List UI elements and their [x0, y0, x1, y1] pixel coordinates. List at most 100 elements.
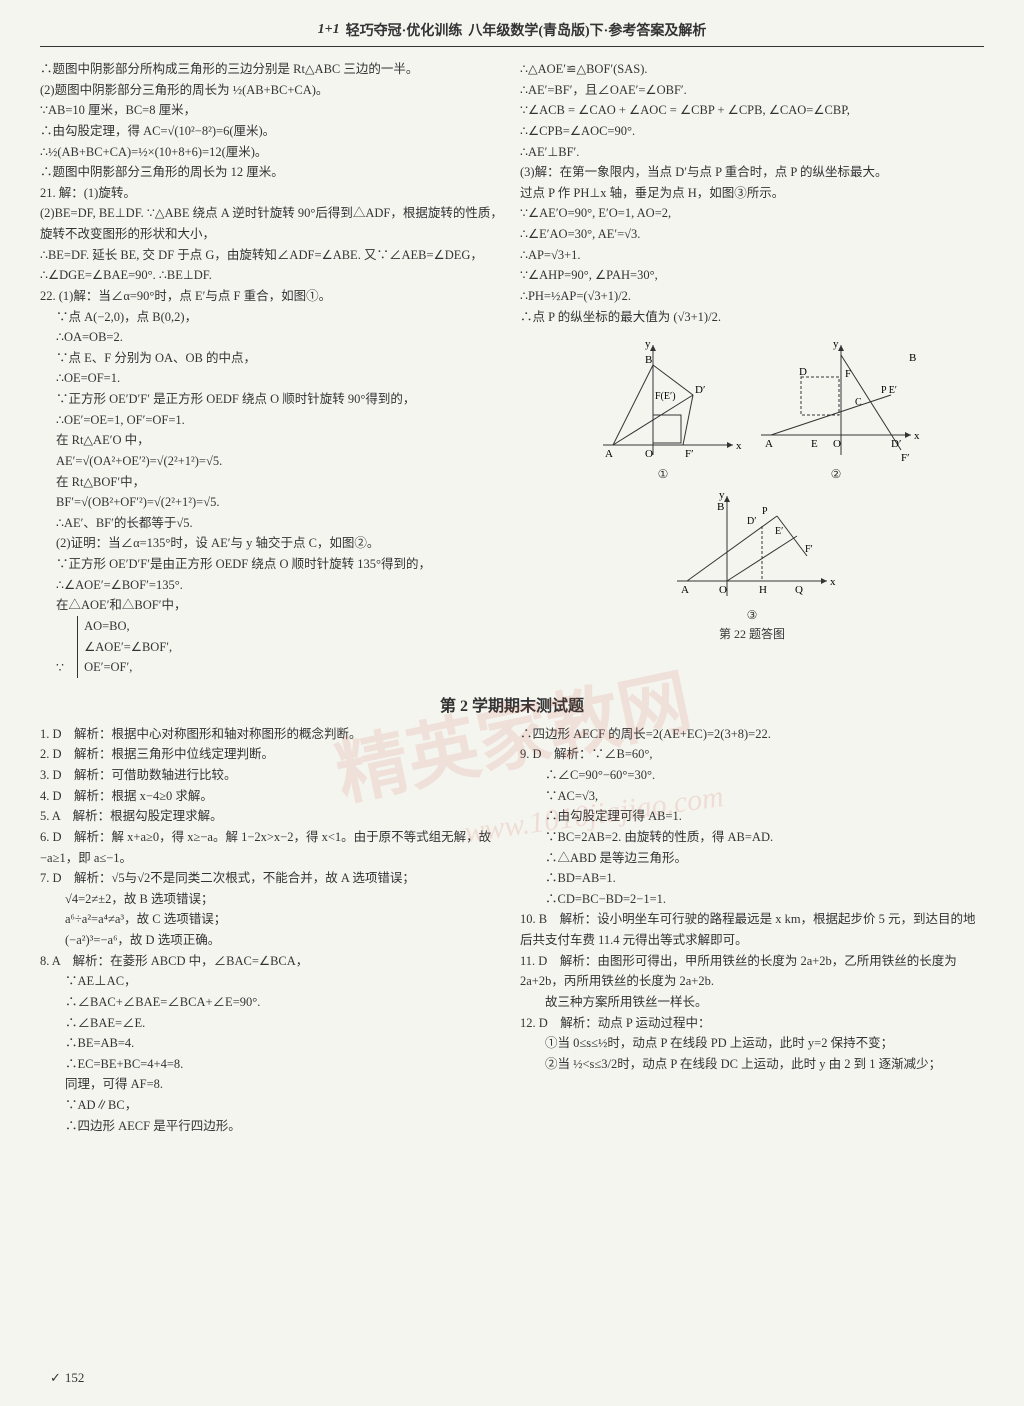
- figure-caption: 第 22 题答图: [520, 625, 984, 642]
- text-line: ∴点 P 的纵坐标的最大值为 (√3+1)/2.: [520, 307, 984, 328]
- svg-text:F: F: [845, 368, 851, 380]
- text-line: (2)题图中阴影部分三角形的周长为 ½(AB+BC+CA)。: [40, 80, 504, 101]
- text-line: ∵∠ACB = ∠CAO + ∠AOC = ∠CBP + ∠CPB, ∠CAO=…: [520, 100, 984, 121]
- header-logo: 1+1: [318, 22, 340, 38]
- diagram-icon: x y A B D E O F P E′ C D′ F′: [751, 335, 921, 465]
- answer-item: ∴四边形 AECF 是平行四边形。: [40, 1116, 504, 1137]
- bottom-left-column: 1. D 解析：根据中心对称图形和轴对称图形的概念判断。 2. D 解析：根据三…: [40, 724, 504, 1137]
- svg-text:E′: E′: [775, 526, 783, 537]
- svg-text:x: x: [914, 430, 920, 442]
- text-line: ∴OE′=OE=1, OF′=OF=1.: [40, 410, 504, 431]
- answer-item: ∴∠BAC+∠BAE=∠BCA+∠E=90°.: [40, 992, 504, 1013]
- text-line: (3)解：在第一象限内，当点 D′与点 P 重合时，点 P 的纵坐标最大。: [520, 162, 984, 183]
- text-line: BF′=√(OB²+OF′²)=√(2²+1²)=√5.: [40, 492, 504, 513]
- svg-text:D: D: [799, 366, 807, 378]
- answer-item: ∴∠BAE=∠E.: [40, 1013, 504, 1034]
- text-line: ∴PH=½AP=(√3+1)/2.: [520, 286, 984, 307]
- svg-text:B: B: [645, 354, 652, 366]
- answer-item: 8. A 解析：在菱形 ABCD 中，∠BAC=∠BCA，: [40, 951, 504, 972]
- answer-item: 同理，可得 AF=8.: [40, 1074, 504, 1095]
- bottom-right-column: ∴四边形 AECF 的周长=2(AE+EC)=2(3+8)=22. 9. D 解…: [520, 724, 984, 1137]
- svg-text:B: B: [717, 501, 724, 513]
- text-line: 21. 解：(1)旋转。: [40, 183, 504, 204]
- svg-text:P: P: [762, 506, 768, 517]
- svg-text:A: A: [605, 448, 613, 460]
- section-title: 第 2 学期期末测试题: [40, 692, 984, 716]
- figure-2: x y A B D E O F P E′ C D′ F′: [751, 335, 921, 482]
- figure-label: ①: [583, 467, 743, 482]
- brace-line: AO=BO,: [84, 616, 172, 637]
- text-line: 过点 P 作 PH⊥x 轴，垂足为点 H，如图③所示。: [520, 183, 984, 204]
- svg-text:P E′: P E′: [881, 385, 897, 396]
- svg-text:A: A: [681, 584, 689, 596]
- text-line: 在△AOE′和△BOF′中，: [40, 595, 504, 616]
- text-line: ∵正方形 OE′D′F′是由正方形 OEDF 绕点 O 顺时针旋转 135°得到…: [40, 554, 504, 575]
- answer-item: ∵AE⊥AC，: [40, 971, 504, 992]
- svg-text:B: B: [909, 352, 916, 364]
- answer-item: 4. D 解析：根据 x−4≥0 求解。: [40, 786, 504, 807]
- figure-group: x y A B O F(E′) D′ F′ ①: [520, 335, 984, 642]
- answer-item: ∵BC=2AB=2. 由旋转的性质，得 AB=AD.: [520, 827, 984, 848]
- svg-text:x: x: [736, 440, 742, 452]
- svg-text:O: O: [719, 584, 727, 596]
- svg-text:Q: Q: [795, 584, 803, 596]
- right-column: ∴△AOE′≌△BOF′(SAS). ∴AE′=BF′，且∠OAE′=∠OBF′…: [520, 59, 984, 678]
- text-line: ∴BE=DF. 延长 BE, 交 DF 于点 G，由旋转知∠ADF=∠ABE. …: [40, 245, 504, 286]
- text-line: ∴∠CPB=∠AOC=90°.: [520, 121, 984, 142]
- brace-line: OE′=OF′,: [84, 657, 172, 678]
- answer-item: 1. D 解析：根据中心对称图形和轴对称图形的概念判断。: [40, 724, 504, 745]
- left-column: ∴题图中阴影部分所构成三角形的三边分别是 Rt△ABC 三边的一半。 (2)题图…: [40, 59, 504, 678]
- svg-text:D′: D′: [891, 438, 901, 450]
- text-line: ∴△AOE′≌△BOF′(SAS).: [520, 59, 984, 80]
- text-line: ∵点 E、F 分别为 OA、OB 的中点，: [40, 348, 504, 369]
- answer-item: ∴四边形 AECF 的周长=2(AE+EC)=2(3+8)=22.: [520, 724, 984, 745]
- answer-item: 12. D 解析：动点 P 运动过程中：: [520, 1013, 984, 1034]
- svg-text:y: y: [719, 489, 725, 501]
- text-line: ∴OE=OF=1.: [40, 368, 504, 389]
- answer-item: 11. D 解析：由图形可得出，甲所用铁丝的长度为 2a+2b，乙所用铁丝的长度…: [520, 951, 984, 992]
- lower-columns: 1. D 解析：根据中心对称图形和轴对称图形的概念判断。 2. D 解析：根据三…: [40, 724, 984, 1137]
- text-line: ∴AE′⊥BF′.: [520, 142, 984, 163]
- upper-columns: ∴题图中阴影部分所构成三角形的三边分别是 Rt△ABC 三边的一半。 (2)题图…: [40, 59, 984, 678]
- answer-item: ∵AD∥BC，: [40, 1095, 504, 1116]
- svg-text:y: y: [833, 338, 839, 350]
- text-line: AE′=√(OA²+OE′²)=√(2²+1²)=√5.: [40, 451, 504, 472]
- answer-item: 7. D 解析：√5与√2不是同类二次根式，不能合并，故 A 选项错误；: [40, 868, 504, 889]
- svg-text:O: O: [833, 438, 841, 450]
- text-line: ∴题图中阴影部分所构成三角形的三边分别是 Rt△ABC 三边的一半。: [40, 59, 504, 80]
- answer-item: ∴△ABD 是等边三角形。: [520, 848, 984, 869]
- svg-text:y: y: [645, 338, 651, 350]
- answer-item: 10. B 解析：设小明坐车可行驶的路程最远是 x km，根据起步价 5 元，到…: [520, 909, 984, 950]
- svg-text:E: E: [811, 438, 818, 450]
- svg-text:A: A: [765, 438, 773, 450]
- text-line: ∵∠AE′O=90°, E′O=1, AO=2,: [520, 203, 984, 224]
- answer-item: √4=2≠±2，故 B 选项错误；: [40, 889, 504, 910]
- answer-item: 9. D 解析：∵∠B=60°,: [520, 744, 984, 765]
- answer-item: ∴由勾股定理可得 AB=1.: [520, 806, 984, 827]
- text-line: ∵正方形 OE′D′F′ 是正方形 OEDF 绕点 O 顺时针旋转 90°得到的…: [40, 389, 504, 410]
- text-line: ∵∠AHP=90°, ∠PAH=30°,: [520, 265, 984, 286]
- svg-text:D′: D′: [747, 516, 756, 527]
- answer-item: 6. D 解析：解 x+a≥0，得 x≥−a。解 1−2x>x−2，得 x<1。…: [40, 827, 504, 868]
- text-line: (2)BE=DF, BE⊥DF. ∵△ABE 绕点 A 逆时针旋转 90°后得到…: [40, 203, 504, 244]
- text-line: ∴由勾股定理，得 AC=√(10²−8²)=6(厘米)。: [40, 121, 504, 142]
- answer-item: 2. D 解析：根据三角形中位线定理判断。: [40, 744, 504, 765]
- text-line: ∴OA=OB=2.: [40, 327, 504, 348]
- text-line: ∴AE′=BF′，且∠OAE′=∠OBF′.: [520, 80, 984, 101]
- answer-item: ∴∠C=90°−60°=30°.: [520, 765, 984, 786]
- answer-item: (−a²)³=−a⁶，故 D 选项正确。: [40, 930, 504, 951]
- answer-item: ∴EC=BE+BC=4+4=8.: [40, 1054, 504, 1075]
- text-line: ∴½(AB+BC+CA)=½×(10+8+6)=12(厘米)。: [40, 142, 504, 163]
- answer-item: a⁶÷a²=a⁴≠a³，故 C 选项错误；: [40, 909, 504, 930]
- diagram-icon: x y A B O H Q P D′ E′ F′: [667, 486, 837, 606]
- svg-text:F′: F′: [901, 452, 910, 464]
- brace-line: ∠AOE′=∠BOF′,: [84, 637, 172, 658]
- text-line: ∴AE′、BF′的长都等于√5.: [40, 513, 504, 534]
- text-line: 22. (1)解：当∠α=90°时，点 E′与点 F 重合，如图①。: [40, 286, 504, 307]
- text-line: ∴∠AOE′=∠BOF′=135°.: [40, 575, 504, 596]
- text-line: ∴题图中阴影部分三角形的周长为 12 厘米。: [40, 162, 504, 183]
- svg-text:D′: D′: [695, 384, 705, 396]
- figure-label: ③: [667, 608, 837, 623]
- figure-label: ②: [751, 467, 921, 482]
- text-line: 在 Rt△BOF′中，: [40, 472, 504, 493]
